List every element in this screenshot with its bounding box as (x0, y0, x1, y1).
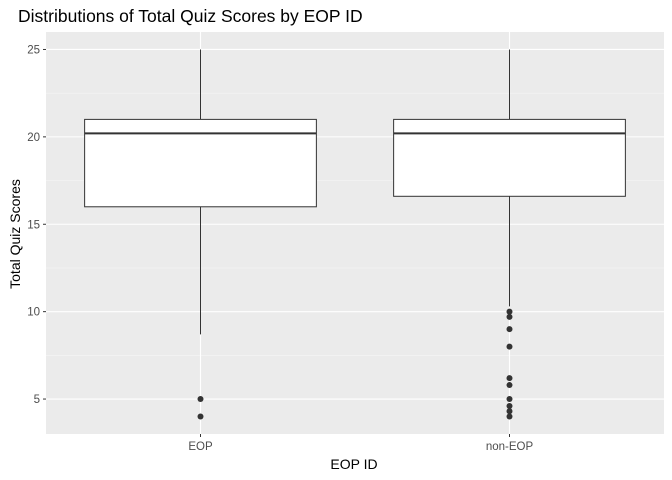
outlier-point (506, 343, 513, 350)
outlier-point (506, 413, 513, 420)
outlier-point (197, 413, 204, 420)
outlier-point (506, 326, 513, 333)
iqr-box (393, 118, 626, 197)
y-tick-label: 10 (27, 307, 40, 319)
outlier-point (506, 382, 513, 389)
y-tick-label: 25 (27, 44, 40, 56)
outlier-point (506, 308, 513, 315)
y-tick-label: 15 (27, 219, 40, 231)
box-group-non-eop (393, 49, 626, 420)
y-tick-label: 5 (34, 394, 40, 406)
x-tick-label: EOP (188, 441, 213, 453)
y-axis-title: Total Quiz Scores (7, 179, 23, 289)
outlier-point (506, 408, 513, 415)
tick-layer: 5 10 15 20 25 EOP non-EOP (27, 44, 533, 453)
x-tick-label: non-EOP (486, 441, 534, 453)
plot-panel (46, 32, 664, 434)
outlier-point (506, 403, 513, 410)
chart-title: Distributions of Total Quiz Scores by EO… (18, 6, 363, 26)
box-layer (84, 49, 626, 420)
outlier-point (506, 375, 513, 382)
outlier-point (506, 313, 513, 320)
box-group-eop (84, 49, 317, 420)
x-axis-title: EOP ID (330, 456, 377, 472)
outlier-point (506, 396, 513, 403)
outlier-point (197, 396, 204, 403)
y-tick-label: 20 (27, 132, 40, 144)
